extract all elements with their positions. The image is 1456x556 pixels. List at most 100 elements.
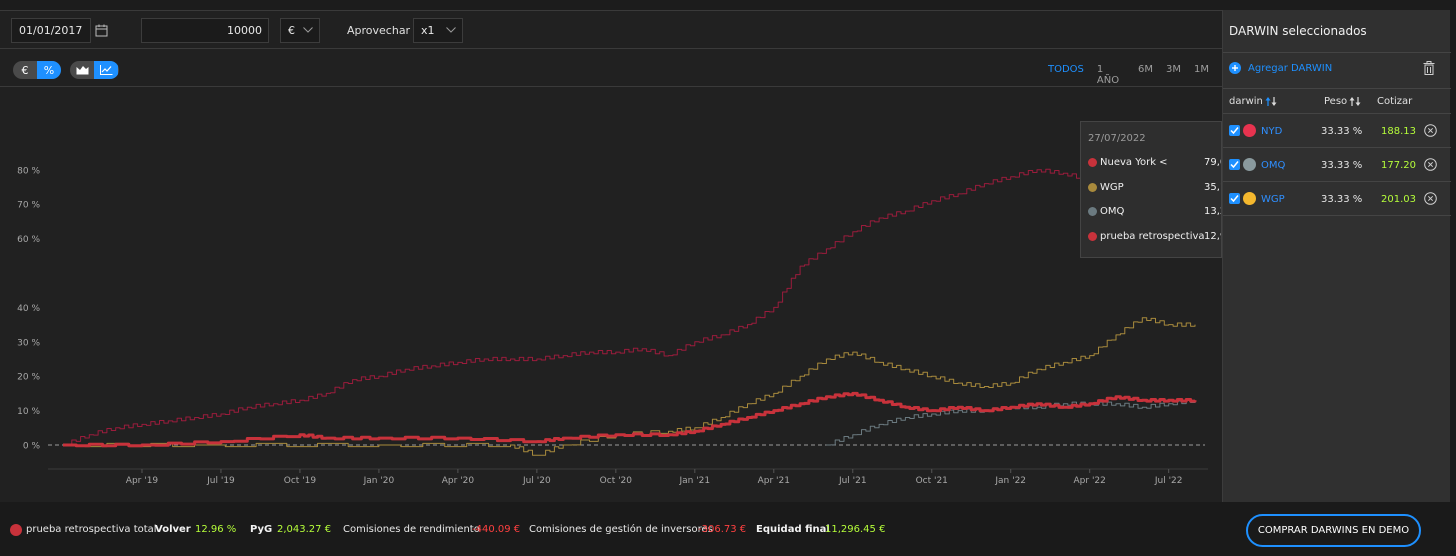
darwin-checkbox[interactable]	[1229, 193, 1240, 204]
darwin-quote: 201.03	[1381, 194, 1416, 205]
line-chart-icon	[99, 65, 112, 75]
check-icon	[1230, 127, 1239, 135]
y-tick-label: 70 %	[17, 201, 40, 211]
series-name: prueba retrospectiva total	[26, 524, 157, 535]
unit-toggle: € %	[13, 61, 61, 79]
darwin-checkbox[interactable]	[1229, 159, 1240, 170]
currency-select[interactable]: €	[280, 18, 320, 43]
y-tick-label: 40 %	[17, 304, 40, 314]
divider	[1223, 88, 1451, 89]
trash-icon[interactable]	[1423, 61, 1435, 75]
tooltip-series-name: prueba retrospectiva	[1100, 230, 1204, 242]
header-darwin-label: darwin	[1229, 96, 1263, 107]
pnl-label: PyG	[250, 524, 273, 535]
area-chart-icon	[76, 66, 88, 75]
y-tick-label: 20 %	[17, 373, 40, 383]
divider	[1223, 113, 1451, 114]
remove-circle-icon[interactable]	[1424, 192, 1437, 205]
line-chart-button[interactable]	[94, 61, 118, 79]
divider	[1223, 52, 1451, 53]
y-tick-label: 10 %	[17, 407, 40, 417]
performance-fee-value: -440.09 €	[472, 524, 521, 535]
percent-toggle-button[interactable]: %	[37, 61, 61, 79]
x-tick-label: Jan '20	[363, 476, 395, 486]
tooltip-dot	[1088, 206, 1097, 216]
darwin-code-link[interactable]: OMQ	[1261, 160, 1286, 171]
management-fee-label: Comisiones de gestión de inversores	[529, 524, 713, 535]
chart-container: 0 % 10 % 20 % 30 % 40 % 60 % 70 % 80 % Apr '19 Ju…	[0, 86, 1222, 503]
y-tick-label: 30 %	[17, 338, 40, 348]
leverage-value: x1	[421, 24, 435, 37]
series-line-prueba-retrospectiva	[63, 391, 1197, 448]
area-chart-button[interactable]	[70, 61, 94, 79]
darwin-weight[interactable]: 33.33 %	[1321, 194, 1363, 205]
darwin-weight[interactable]: 33.33 %	[1321, 126, 1363, 137]
x-tick-label: Apr '19	[126, 476, 159, 486]
panel-title: DARWIN seleccionados	[1229, 24, 1367, 38]
add-darwin-button[interactable]: Agregar DARWIN	[1229, 62, 1332, 74]
darwin-checkbox[interactable]	[1229, 125, 1240, 136]
tooltip-dot	[1088, 157, 1097, 167]
range-all[interactable]: TODOS	[1048, 64, 1084, 75]
time-range-selector: TODOS 1 AÑO 6M 3M 1M	[1048, 64, 1222, 86]
tooltip-series-value: 13,2	[1204, 205, 1221, 217]
chevron-down-icon	[303, 27, 313, 33]
chart-type-toggle	[70, 61, 119, 79]
x-tick-label: Jul '20	[522, 476, 551, 486]
tooltip-row: OMQ 13,2	[1088, 204, 1221, 218]
tooltip-series-value: 12,9	[1204, 230, 1221, 242]
toolbar: 01/01/2017 10000 € Aprovechar x1	[0, 11, 1222, 49]
x-tick-label: Jul '22	[1154, 476, 1183, 486]
chevron-down-icon	[446, 27, 456, 33]
darwin-weight[interactable]: 33.33 %	[1321, 160, 1363, 171]
header-quote-label: Cotizar	[1377, 96, 1413, 107]
sort-icon	[1265, 97, 1277, 106]
selected-darwins-panel: DARWIN seleccionados Agregar DARWIN darw…	[1222, 10, 1451, 502]
x-tick-label: Apr '22	[1074, 476, 1106, 486]
x-tick-label: Jul '21	[838, 476, 867, 486]
range-3m[interactable]: 3M	[1166, 64, 1181, 75]
range-1m[interactable]: 1M	[1194, 64, 1209, 75]
darwin-quote: 188.13	[1381, 126, 1416, 137]
sort-icon	[1349, 97, 1361, 106]
darwin-code-link[interactable]: WGP	[1261, 194, 1285, 205]
darwin-row-omq: OMQ 33.33 % 177.20	[1223, 148, 1451, 182]
return-label: Volver	[155, 524, 191, 535]
buy-darwins-demo-button[interactable]: COMPRAR DARWINS EN DEMO	[1246, 514, 1421, 547]
tooltip-row: WGP 35,1	[1088, 180, 1221, 194]
leverage-select[interactable]: x1	[413, 18, 463, 43]
tooltip-series-name: Nueva York <	[1100, 156, 1168, 168]
tooltip-dot	[1088, 182, 1097, 192]
leverage-label: Aprovechar	[347, 24, 411, 37]
remove-circle-icon[interactable]	[1424, 158, 1437, 171]
x-tick-label: Oct '20	[600, 476, 633, 486]
plus-circle-icon	[1229, 62, 1241, 74]
return-value: 12.96 %	[195, 524, 237, 535]
tooltip-dot	[1088, 231, 1097, 241]
x-tick-label: Apr '20	[442, 476, 475, 486]
y-tick-label: 80 %	[17, 166, 40, 176]
start-date-input[interactable]: 01/01/2017	[11, 18, 91, 43]
series-legend-dot	[10, 524, 22, 536]
check-icon	[1230, 195, 1239, 203]
header-weight[interactable]: Peso	[1324, 96, 1361, 107]
tooltip-date: 27/07/2022	[1088, 133, 1146, 144]
header-darwin[interactable]: darwin	[1229, 96, 1277, 107]
darwin-color-dot	[1243, 124, 1256, 137]
tooltip-series-name: OMQ	[1100, 205, 1125, 217]
euro-toggle-button[interactable]: €	[21, 63, 29, 77]
check-icon	[1230, 161, 1239, 169]
darwin-color-dot	[1243, 158, 1256, 171]
calendar-icon[interactable]	[95, 24, 108, 37]
x-tick-label: Apr '21	[758, 476, 790, 486]
equity-chart[interactable]: 0 % 10 % 20 % 30 % 40 % 60 % 70 % 80 % Apr '19 Ju…	[0, 87, 1222, 504]
range-1y[interactable]: 1 AÑO	[1096, 64, 1120, 86]
x-tick-label: Oct '21	[916, 476, 948, 486]
darwin-color-dot	[1243, 192, 1256, 205]
amount-input[interactable]: 10000	[141, 18, 269, 43]
management-fee-value: -306.73 €	[698, 524, 747, 535]
range-6m[interactable]: 6M	[1138, 64, 1153, 75]
darwin-code-link[interactable]: NYD	[1261, 126, 1283, 137]
remove-circle-icon[interactable]	[1424, 124, 1437, 137]
